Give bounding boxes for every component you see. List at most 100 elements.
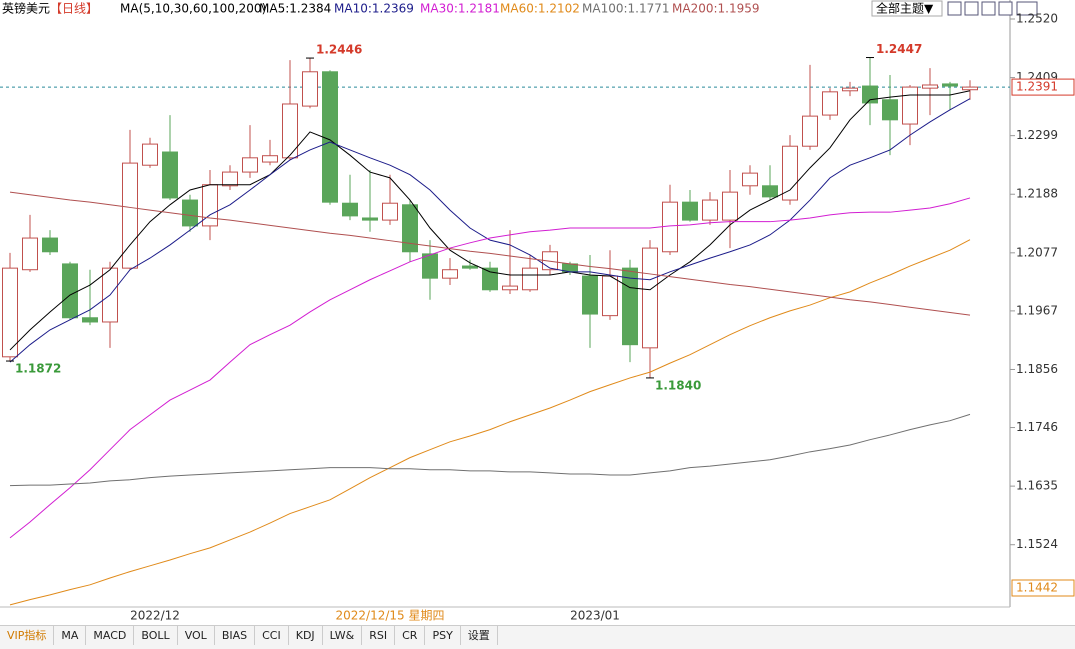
- indicator-tab[interactable]: BIAS: [215, 626, 256, 645]
- candle-body: [362, 217, 378, 221]
- candle-body: [242, 157, 258, 173]
- legend-entry: MA60:1.2102: [500, 2, 580, 16]
- indicator-tab[interactable]: VIP指标: [0, 626, 55, 645]
- y-tick-label: 1.2077: [1016, 245, 1058, 259]
- y-tick-label: 1.1635: [1016, 479, 1058, 493]
- candle-body: [122, 162, 138, 269]
- y-tick-label: 1.1856: [1016, 362, 1058, 376]
- price-tag-box: [1011, 579, 1075, 597]
- candle-body: [682, 201, 698, 221]
- candle-body: [482, 267, 498, 291]
- candle-body: [82, 317, 98, 323]
- candle-body: [962, 86, 978, 91]
- y-tick-label: 1.2520: [1016, 12, 1058, 26]
- price-tag-label: 1.1442: [1016, 580, 1058, 594]
- ma-line: [9, 98, 971, 363]
- tool-icon[interactable]: [998, 1, 1013, 16]
- high-label: 1.2447: [876, 42, 922, 56]
- candle-body: [722, 191, 738, 221]
- candle-body: [522, 267, 538, 291]
- candle-body: [22, 237, 38, 271]
- ma-line: [9, 239, 971, 606]
- candle-body: [882, 99, 898, 121]
- indicator-tab[interactable]: MACD: [86, 626, 135, 645]
- tool-icon[interactable]: [947, 1, 962, 16]
- legend-entry: MA100:1.1771: [582, 2, 670, 16]
- candle-body: [502, 285, 518, 291]
- indicator-tab[interactable]: PSY: [425, 626, 461, 645]
- low-label: 1.1872: [15, 362, 61, 376]
- candle-body: [622, 267, 638, 346]
- indicator-tabs: VIP指标 MA MACD BOLL VOL BIAS CCI KDJ LW& RSI CR PSY 设…: [0, 625, 1075, 649]
- candle-body: [322, 71, 338, 203]
- candle-body: [42, 237, 58, 253]
- candle-body: [162, 151, 178, 199]
- indicator-tab[interactable]: BOLL: [134, 626, 178, 645]
- candle-body: [902, 86, 918, 125]
- cursor-label: 2022/12/15 星期四: [336, 609, 445, 623]
- high-label: 1.2446: [316, 43, 362, 57]
- candle-body: [802, 115, 818, 147]
- candle-body: [462, 265, 478, 269]
- theme-button-box[interactable]: [871, 0, 943, 17]
- chart-subtitle: 【日线】: [50, 2, 98, 16]
- candle-body: [942, 83, 958, 87]
- y-tick-label: 1.2299: [1016, 128, 1058, 142]
- ma-line: [9, 191, 971, 316]
- candle-body: [182, 199, 198, 227]
- tool-icon[interactable]: [1016, 1, 1038, 16]
- tool-icon[interactable]: [981, 1, 996, 16]
- price-tag-box: [1011, 78, 1075, 96]
- theme-button[interactable]: 全部主题▼: [876, 1, 934, 16]
- indicator-tab[interactable]: LW&: [323, 626, 363, 645]
- y-tick-label: 1.1746: [1016, 420, 1058, 434]
- indicator-tab[interactable]: KDJ: [289, 626, 323, 645]
- candle-body: [262, 155, 278, 163]
- indicator-tab[interactable]: VOL: [178, 626, 215, 645]
- price-tag-label: 1.2391: [1016, 80, 1058, 94]
- indicator-tab[interactable]: RSI: [362, 626, 396, 645]
- candle-body: [302, 71, 318, 107]
- candle-body: [282, 103, 298, 159]
- candle-body: [762, 185, 778, 198]
- ma-line: [9, 90, 971, 351]
- chart: 英镑美元 【日线】 MA(5,10,30,60,100,200) 2022/12…: [0, 0, 1075, 623]
- y-tick-label: 1.2188: [1016, 187, 1058, 201]
- candle-body: [642, 247, 658, 349]
- candle-body: [202, 184, 218, 227]
- legend-entry: MA10:1.2369: [334, 2, 414, 16]
- candle-body: [2, 267, 18, 358]
- legend-entry: MA30:1.2181: [420, 2, 500, 16]
- x-tick-label: 2022/12: [130, 609, 180, 623]
- candle-body: [862, 85, 878, 104]
- candle-body: [442, 269, 458, 279]
- candle-body: [842, 87, 858, 92]
- candle-body: [222, 171, 238, 187]
- legend-entry: MA200:1.1959: [672, 2, 760, 16]
- candle-body: [922, 84, 938, 89]
- candle-body: [582, 275, 598, 315]
- tool-icon[interactable]: [964, 1, 979, 16]
- indicator-tab[interactable]: CR: [395, 626, 426, 645]
- ma-line: [9, 413, 971, 487]
- toolbar: 全部主题▼: [871, 0, 1038, 17]
- candle-body: [602, 275, 618, 317]
- candle-body: [422, 253, 438, 279]
- indicator-tab[interactable]: MA: [54, 626, 87, 645]
- x-tick-label: 2023/01: [570, 609, 620, 623]
- y-tick-label: 1.1524: [1016, 537, 1058, 551]
- candle-body: [62, 263, 78, 319]
- indicator-tab[interactable]: 设置: [461, 626, 498, 645]
- chart-title: 英镑美元: [2, 1, 50, 16]
- candle-body: [342, 202, 358, 217]
- candle-body: [142, 143, 158, 166]
- indicator-tab[interactable]: CCI: [255, 626, 289, 645]
- candle-body: [782, 145, 798, 201]
- y-tick-label: 1.1967: [1016, 303, 1058, 317]
- candle-body: [382, 202, 398, 221]
- legend-entry: MA5:1.2384: [259, 2, 331, 16]
- low-label: 1.1840: [655, 378, 701, 392]
- candle-body: [742, 172, 758, 187]
- candle-body: [822, 91, 838, 116]
